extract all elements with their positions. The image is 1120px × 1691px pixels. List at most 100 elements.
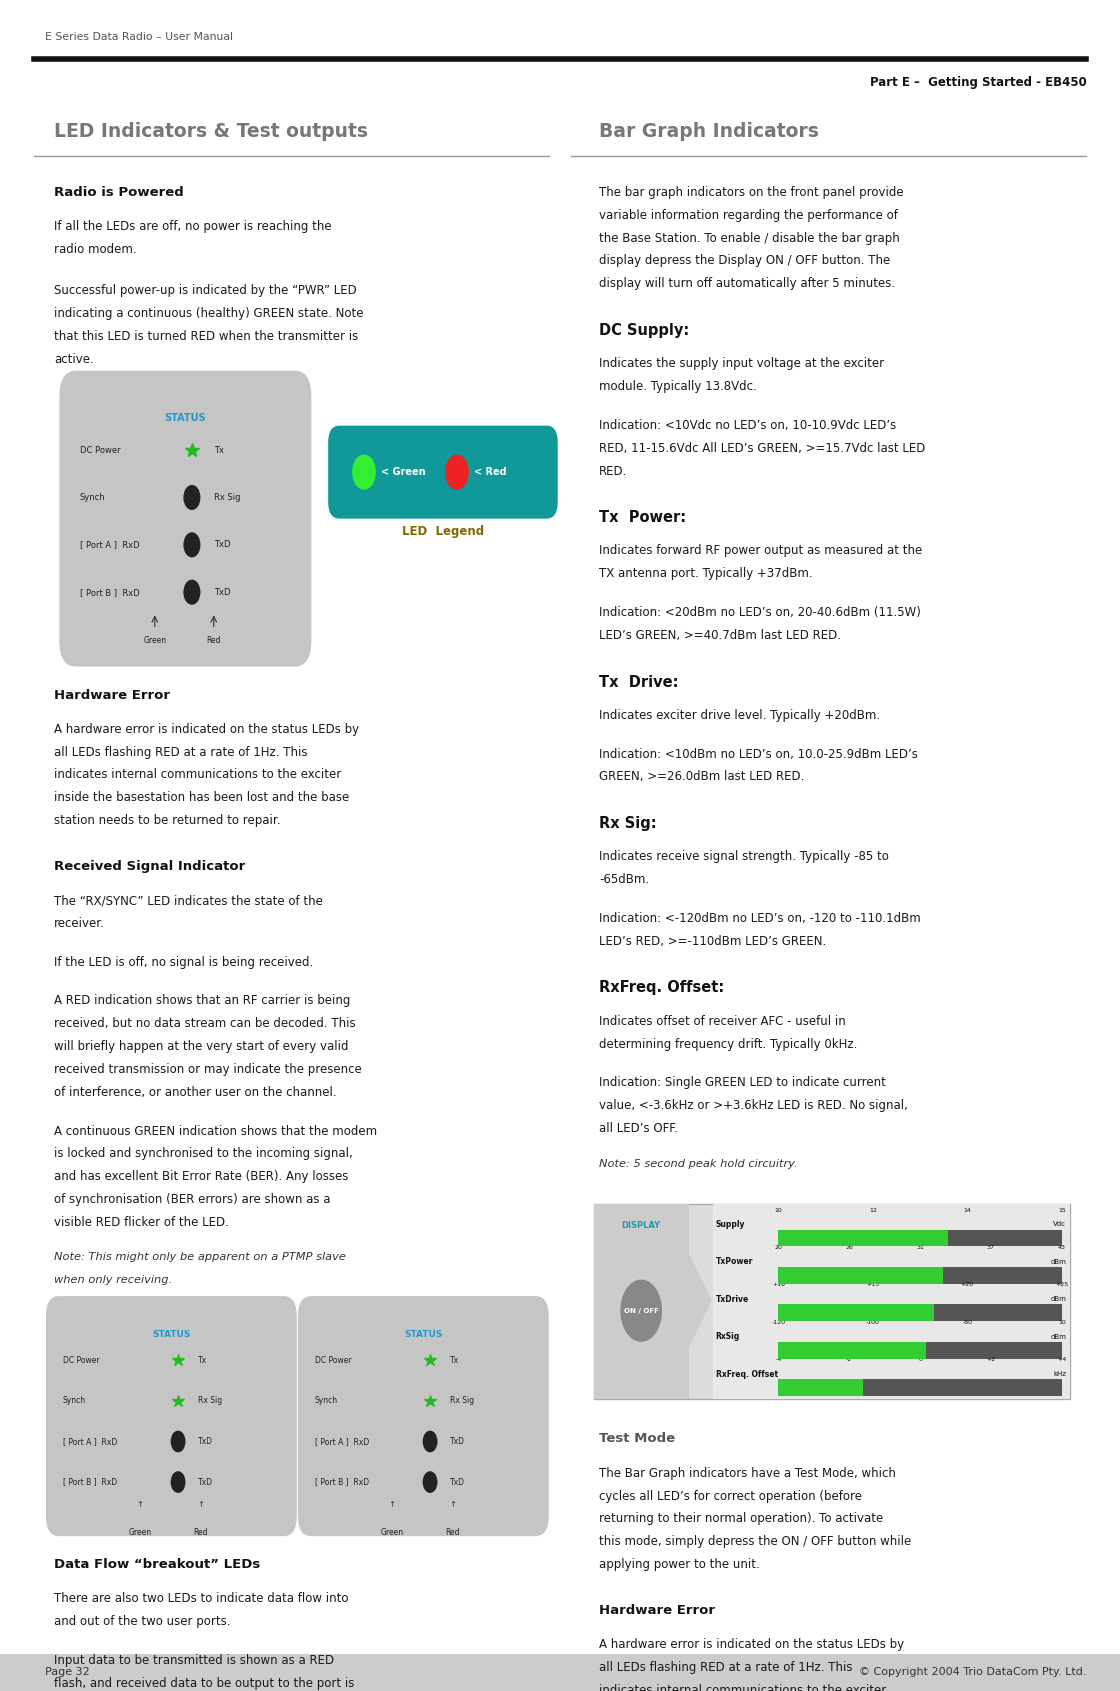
- Text: DISPLAY: DISPLAY: [622, 1221, 661, 1229]
- Circle shape: [171, 1471, 185, 1491]
- Bar: [713, 1204, 1070, 1398]
- Text: There are also two LEDs to indicate data flow into: There are also two LEDs to indicate data…: [54, 1593, 348, 1605]
- Text: TxPower: TxPower: [716, 1258, 753, 1267]
- Text: -2: -2: [846, 1358, 852, 1363]
- Text: +25: +25: [1055, 1282, 1068, 1287]
- Text: Input data to be transmitted is shown as a RED: Input data to be transmitted is shown as…: [54, 1654, 334, 1667]
- Circle shape: [423, 1431, 437, 1451]
- Text: and out of the two user ports.: and out of the two user ports.: [54, 1615, 231, 1628]
- Text: applying power to the unit.: applying power to the unit.: [599, 1557, 760, 1571]
- Text: DC Power: DC Power: [80, 446, 120, 455]
- Circle shape: [353, 455, 375, 489]
- Text: Indicates offset of receiver AFC - useful in: Indicates offset of receiver AFC - usefu…: [599, 1015, 846, 1028]
- Text: Vdc: Vdc: [1053, 1221, 1066, 1228]
- Text: [ Port B ]  RxD: [ Port B ] RxD: [63, 1478, 116, 1486]
- Circle shape: [622, 1280, 662, 1341]
- Text: GREEN, >=26.0dBm last LED RED.: GREEN, >=26.0dBm last LED RED.: [599, 771, 804, 783]
- FancyBboxPatch shape: [46, 1295, 297, 1535]
- Text: Red: Red: [446, 1527, 459, 1537]
- Text: ↑: ↑: [449, 1500, 456, 1508]
- Text: [ Port A ]  RxD: [ Port A ] RxD: [315, 1437, 368, 1446]
- Bar: [778, 1304, 934, 1321]
- Text: E Series Data Radio – User Manual: E Series Data Radio – User Manual: [45, 32, 233, 42]
- Text: Tx: Tx: [198, 1356, 207, 1365]
- Text: ↑: ↑: [197, 1500, 204, 1508]
- Text: If all the LEDs are off, no power is reaching the: If all the LEDs are off, no power is rea…: [54, 220, 332, 233]
- Text: display will turn off automatically after 5 minutes.: display will turn off automatically afte…: [599, 277, 895, 291]
- Circle shape: [446, 455, 468, 489]
- Text: Indicates forward RF power output as measured at the: Indicates forward RF power output as mea…: [599, 545, 923, 558]
- Text: < Red: < Red: [474, 467, 506, 477]
- Text: kHz: kHz: [1053, 1371, 1066, 1376]
- Text: [ Port B ]  RxD: [ Port B ] RxD: [80, 588, 139, 597]
- Text: TxD: TxD: [198, 1478, 213, 1486]
- Text: received transmission or may indicate the presence: received transmission or may indicate th…: [54, 1064, 362, 1075]
- Text: Indicates exciter drive level. Typically +20dBm.: Indicates exciter drive level. Typically…: [599, 709, 880, 722]
- Text: received, but no data stream can be decoded. This: received, but no data stream can be deco…: [54, 1018, 355, 1030]
- Text: +15: +15: [867, 1282, 879, 1287]
- Circle shape: [184, 533, 199, 556]
- FancyBboxPatch shape: [298, 1295, 549, 1535]
- Text: 14: 14: [963, 1207, 971, 1212]
- Text: -120: -120: [772, 1319, 785, 1324]
- Text: RED.: RED.: [599, 465, 627, 477]
- Circle shape: [184, 580, 199, 604]
- Text: Tx  Drive:: Tx Drive:: [599, 675, 679, 690]
- Text: STATUS: STATUS: [165, 413, 206, 423]
- Text: Rx Sig: Rx Sig: [214, 494, 241, 502]
- Text: visible RED flicker of the LED.: visible RED flicker of the LED.: [54, 1216, 228, 1229]
- Text: A continuous GREEN indication shows that the modem: A continuous GREEN indication shows that…: [54, 1125, 377, 1138]
- Text: < Green: < Green: [381, 467, 426, 477]
- Text: this mode, simply depress the ON / OFF button while: this mode, simply depress the ON / OFF b…: [599, 1535, 912, 1549]
- Text: LED  Legend: LED Legend: [402, 526, 484, 538]
- Text: all LEDs flashing RED at a rate of 1Hz. This: all LEDs flashing RED at a rate of 1Hz. …: [599, 1661, 852, 1674]
- Text: Part E –  Getting Started - EB450: Part E – Getting Started - EB450: [869, 76, 1086, 90]
- Text: 0: 0: [918, 1358, 922, 1363]
- Text: dBm: dBm: [1051, 1297, 1066, 1302]
- Text: 10: 10: [1058, 1319, 1065, 1324]
- FancyBboxPatch shape: [59, 370, 311, 666]
- Polygon shape: [689, 1255, 711, 1346]
- FancyBboxPatch shape: [594, 1204, 1070, 1398]
- Text: LED’s GREEN, >=40.7dBm last LED RED.: LED’s GREEN, >=40.7dBm last LED RED.: [599, 629, 841, 643]
- Text: Synch: Synch: [63, 1397, 86, 1405]
- Text: indicates internal communications to the exciter: indicates internal communications to the…: [599, 1684, 886, 1691]
- Circle shape: [171, 1431, 185, 1451]
- Text: -80: -80: [962, 1319, 972, 1324]
- Text: ON / OFF: ON / OFF: [624, 1307, 659, 1314]
- Text: TX antenna port. Typically +37dBm.: TX antenna port. Typically +37dBm.: [599, 566, 813, 580]
- Text: The bar graph indicators on the front panel provide: The bar graph indicators on the front pa…: [599, 186, 904, 200]
- Text: Rx Sig:: Rx Sig:: [599, 817, 656, 830]
- Bar: [778, 1229, 1062, 1246]
- Text: Rx Sig: Rx Sig: [450, 1397, 475, 1405]
- Text: receiver.: receiver.: [54, 917, 104, 930]
- Text: that this LED is turned RED when the transmitter is: that this LED is turned RED when the tra…: [54, 330, 358, 343]
- Text: [ Port A ]  RxD: [ Port A ] RxD: [63, 1437, 116, 1446]
- Text: display depress the Display ON / OFF button. The: display depress the Display ON / OFF but…: [599, 254, 890, 267]
- Text: Hardware Error: Hardware Error: [599, 1603, 716, 1617]
- Text: Red: Red: [206, 636, 221, 646]
- Text: Tx: Tx: [214, 446, 224, 455]
- Text: ↑: ↑: [389, 1500, 395, 1508]
- Bar: [778, 1267, 1062, 1283]
- Text: DC Power: DC Power: [63, 1356, 100, 1365]
- Text: RxSig: RxSig: [716, 1333, 740, 1341]
- Text: -4: -4: [775, 1358, 782, 1363]
- Text: TxD: TxD: [450, 1437, 465, 1446]
- Text: RxFreq. Offset:: RxFreq. Offset:: [599, 981, 725, 996]
- Text: radio modem.: radio modem.: [54, 244, 137, 255]
- Text: RxFreq. Offset: RxFreq. Offset: [716, 1370, 777, 1378]
- Text: Indicates receive signal strength. Typically -85 to: Indicates receive signal strength. Typic…: [599, 851, 889, 864]
- Text: ↑: ↑: [137, 1500, 143, 1508]
- Text: will briefly happen at the very start of every valid: will briefly happen at the very start of…: [54, 1040, 348, 1053]
- Text: Radio is Powered: Radio is Powered: [54, 186, 184, 200]
- Text: A hardware error is indicated on the status LEDs by: A hardware error is indicated on the sta…: [599, 1639, 904, 1650]
- Text: TxD: TxD: [214, 588, 231, 597]
- Text: STATUS: STATUS: [152, 1329, 190, 1339]
- Text: Indicates the supply input voltage at the exciter: Indicates the supply input voltage at th…: [599, 357, 885, 370]
- Bar: [778, 1380, 864, 1397]
- Text: LED Indicators & Test outputs: LED Indicators & Test outputs: [54, 122, 367, 140]
- Circle shape: [423, 1471, 437, 1491]
- Text: +4: +4: [1057, 1358, 1066, 1363]
- Text: determining frequency drift. Typically 0kHz.: determining frequency drift. Typically 0…: [599, 1038, 858, 1050]
